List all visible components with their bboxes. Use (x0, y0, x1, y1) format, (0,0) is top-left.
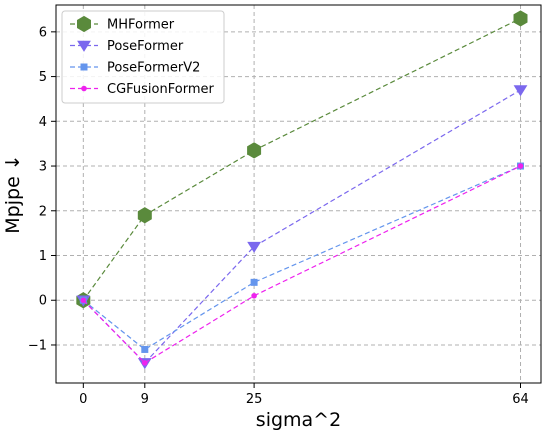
y-tick-label: 6 (39, 25, 47, 40)
legend-item: CGFusionFormer (70, 82, 214, 97)
data-point (247, 241, 262, 253)
x-axis-ticks: 0 9 25 64 (79, 383, 529, 407)
legend-box (61, 10, 225, 104)
plot-frame (55, 4, 542, 384)
y-tick-label: 1 (39, 249, 47, 264)
series-poseformer (76, 85, 528, 370)
y-axis-ticks: −1 0 1 2 3 4 5 6 (28, 25, 56, 353)
legend-label: MHFormer (107, 18, 175, 33)
y-tick-label: 0 (39, 294, 47, 309)
legend-label: CGFusionFormer (107, 82, 214, 97)
data-point (513, 10, 528, 27)
data-point (137, 207, 152, 224)
y-tick-label: 5 (39, 70, 47, 85)
y-axis-label: Mpjpe ↓ (2, 154, 24, 233)
series-mhformer (76, 10, 528, 309)
x-tick-label: 64 (512, 392, 529, 407)
data-point (250, 278, 258, 286)
legend-label: PoseFormer (107, 39, 184, 54)
legend-marker (77, 15, 91, 33)
legend: MHFormer PoseFormer PoseFormerV2 CGFusionFo… (61, 10, 225, 104)
series-layer (76, 10, 528, 370)
data-point (247, 142, 262, 159)
y-tick-label: 4 (39, 115, 47, 130)
data-point (80, 297, 87, 304)
data-point (141, 345, 149, 353)
series-line (82, 17, 521, 301)
legend-marker (81, 85, 87, 92)
series-line (82, 165, 521, 364)
series-cgfusionformer (80, 163, 524, 366)
y-tick-label: 2 (39, 204, 47, 219)
legend-marker (77, 40, 91, 52)
legend-item: PoseFormer (70, 39, 184, 54)
x-tick-label: 0 (79, 392, 87, 407)
series-line (82, 89, 521, 364)
legend-label: PoseFormerV2 (107, 61, 200, 76)
series-line (82, 165, 521, 351)
x-axis-label: sigma^2 (256, 409, 341, 431)
data-point (142, 360, 148, 366)
x-tick-label: 9 (141, 392, 149, 407)
legend-item: PoseFormerV2 (70, 61, 200, 76)
legend-marker (80, 63, 88, 71)
data-point (513, 85, 528, 97)
legend-item: MHFormer (70, 15, 175, 33)
series-poseformerv2 (79, 162, 525, 353)
y-tick-label: −1 (28, 338, 47, 353)
data-point (251, 292, 257, 299)
x-tick-label: 25 (246, 392, 263, 407)
data-point (517, 163, 524, 169)
y-tick-label: 3 (39, 160, 47, 175)
